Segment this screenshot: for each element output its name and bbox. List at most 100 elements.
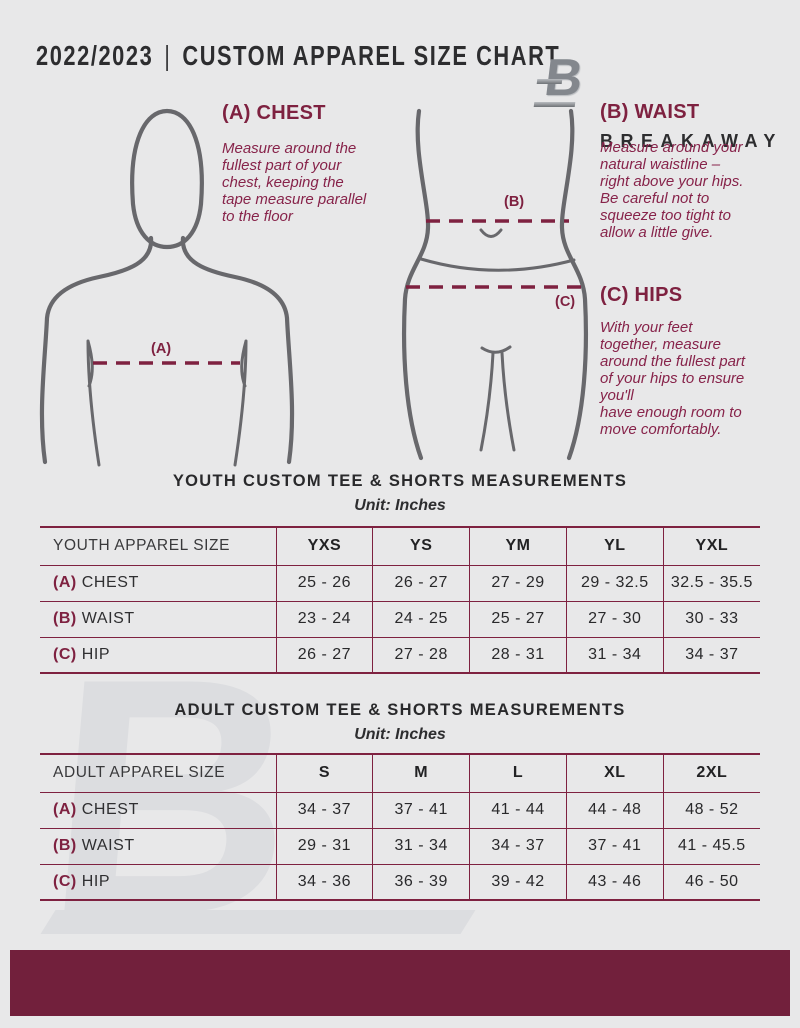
- table-cell: 25 - 27: [469, 601, 567, 638]
- table-row-hip: (C) HIP 26 - 27 27 - 28 28 - 31 31 - 34 3…: [40, 637, 760, 673]
- logo-middle-bar: [536, 79, 563, 84]
- right-inner-arm: [233, 339, 248, 467]
- youth-header-row: YOUTH APPAREL SIZE YXS YS YM YL YXL: [40, 527, 760, 566]
- brand-name: BREAKAWAY: [600, 131, 783, 151]
- table-cell: 27 - 28: [372, 637, 470, 673]
- table-cell: 27 - 29: [469, 565, 567, 602]
- table-cell: 36 - 39: [372, 864, 470, 900]
- lower-body-figure: [401, 108, 589, 461]
- chest-marker-label: (A): [151, 341, 172, 357]
- adult-size-table: ADULT APPAREL SIZE S M L XL 2XL (A) CHEST…: [40, 753, 760, 901]
- table-cell: 41 - 45.5: [662, 828, 760, 865]
- table-cell: 46 - 50: [662, 864, 760, 900]
- row-marker: (C): [53, 872, 77, 890]
- table-cell: 39 - 42: [469, 864, 567, 900]
- table-cell: 48 - 52: [662, 792, 760, 829]
- footer-bar: [10, 950, 790, 1016]
- size-col-header: YL: [565, 527, 664, 566]
- breakaway-logo-icon: B: [533, 49, 587, 112]
- table-cell: 44 - 48: [565, 792, 664, 829]
- logo-bottom-bar: [533, 102, 576, 107]
- table-cell: 29 - 32.5: [565, 565, 664, 602]
- adult-header-row: ADULT APPAREL SIZE S M L XL 2XL: [40, 754, 760, 793]
- title-season: 2022/2023: [36, 40, 154, 71]
- waist-instructions: Measure around your natural waistline – …: [600, 139, 744, 241]
- hips-instructions: With your feet together, measure around …: [600, 319, 746, 438]
- table-cell: 31 - 34: [565, 637, 664, 673]
- row-label: CHEST: [81, 574, 139, 591]
- adult-section-subtitle: Unit: Inches: [354, 726, 446, 743]
- table-cell: 29 - 31: [275, 828, 373, 865]
- size-col-header: L: [469, 754, 567, 793]
- table-cell: 23 - 24: [275, 601, 373, 638]
- title-divider: |: [164, 40, 172, 71]
- table-cell: 37 - 41: [372, 792, 470, 829]
- table-cell: 34 - 37: [275, 792, 373, 829]
- right-inner-leg: [500, 351, 516, 452]
- table-cell: 37 - 41: [565, 828, 664, 865]
- table-row-waist: (B) WAIST 29 - 31 31 - 34 34 - 37 37 - 41…: [40, 828, 760, 865]
- page-title: 2022/2023 | CUSTOM APPAREL SIZE CHART: [36, 40, 660, 72]
- row-marker: (B): [53, 837, 77, 854]
- size-col-header: XL: [565, 754, 664, 793]
- left-inner-leg: [479, 351, 495, 452]
- table-row-chest: (A) CHEST 25 - 26 26 - 27 27 - 29 29 - 32…: [40, 565, 760, 602]
- watermark-bar: [40, 910, 476, 934]
- table-cell: 43 - 46: [565, 864, 664, 900]
- size-col-header: YM: [469, 527, 567, 566]
- waist-marker-label: (B): [504, 194, 525, 210]
- size-col-header: YXL: [662, 527, 760, 566]
- table-cell: 24 - 25: [372, 601, 470, 638]
- row-label: HIP: [81, 872, 111, 890]
- row-label: WAIST: [81, 610, 135, 627]
- title-text: CUSTOM APPAREL SIZE CHART: [182, 40, 561, 71]
- table-cell: 27 - 30: [565, 601, 664, 638]
- row-marker: (C): [53, 645, 77, 663]
- table-cell: 30 - 33: [662, 601, 760, 638]
- chest-heading: (A) CHEST: [222, 102, 326, 124]
- head-outline: [130, 108, 204, 250]
- row-marker: (A): [53, 801, 77, 818]
- waist-heading: (B) WAIST: [600, 101, 700, 123]
- hips-heading: (C) HIPS: [600, 284, 683, 306]
- size-col-header: YXS: [275, 527, 373, 566]
- table-row-waist: (B) WAIST 23 - 24 24 - 25 25 - 27 27 - 30…: [40, 601, 760, 638]
- adult-section-title: ADULT CUSTOM TEE & SHORTS MEASUREMENTS: [174, 701, 626, 719]
- hip-crease: [419, 257, 576, 272]
- table-cell: 28 - 31: [469, 637, 567, 673]
- size-col-header: S: [275, 754, 373, 793]
- logo-letter: B: [541, 49, 587, 107]
- table-cell: 26 - 27: [372, 565, 470, 602]
- navel: [479, 228, 503, 238]
- left-inner-arm: [86, 339, 101, 467]
- row-label: CHEST: [81, 801, 139, 818]
- table-cell: 34 - 37: [469, 828, 567, 865]
- table-row-chest: (A) CHEST 34 - 37 37 - 41 41 - 44 44 - 48…: [40, 792, 760, 829]
- size-col-header: M: [372, 754, 470, 793]
- table-cell: 26 - 27: [275, 637, 373, 673]
- youth-size-label: YOUTH APPAREL SIZE: [40, 527, 276, 566]
- table-cell: 34 - 36: [275, 864, 373, 900]
- row-label: WAIST: [81, 837, 135, 854]
- right-torso-side: [559, 108, 589, 461]
- table-row-hip: (C) HIP 34 - 36 36 - 39 39 - 42 43 - 46 4…: [40, 864, 760, 900]
- right-shoulder-arm: [180, 235, 295, 465]
- table-cell: 25 - 26: [275, 565, 373, 602]
- row-marker: (A): [53, 574, 77, 591]
- youth-section-subtitle: Unit: Inches: [354, 497, 446, 514]
- size-col-header: 2XL: [662, 754, 760, 793]
- size-col-header: YS: [372, 527, 470, 566]
- table-cell: 34 - 37: [662, 637, 760, 673]
- left-shoulder-arm: [39, 235, 154, 465]
- youth-size-table: YOUTH APPAREL SIZE YXS YS YM YL YXL (A) C…: [40, 526, 760, 674]
- youth-section-title: YOUTH CUSTOM TEE & SHORTS MEASUREMENTS: [172, 472, 628, 490]
- table-cell: 32.5 - 35.5: [662, 565, 760, 602]
- table-cell: 41 - 44: [469, 792, 567, 829]
- adult-size-label: ADULT APPAREL SIZE: [40, 754, 276, 793]
- table-cell: 31 - 34: [372, 828, 470, 865]
- chest-instructions: Measure around the fullest part of your …: [222, 140, 367, 225]
- row-label: HIP: [81, 645, 111, 663]
- crotch-line: [480, 345, 512, 354]
- row-marker: (B): [53, 610, 77, 627]
